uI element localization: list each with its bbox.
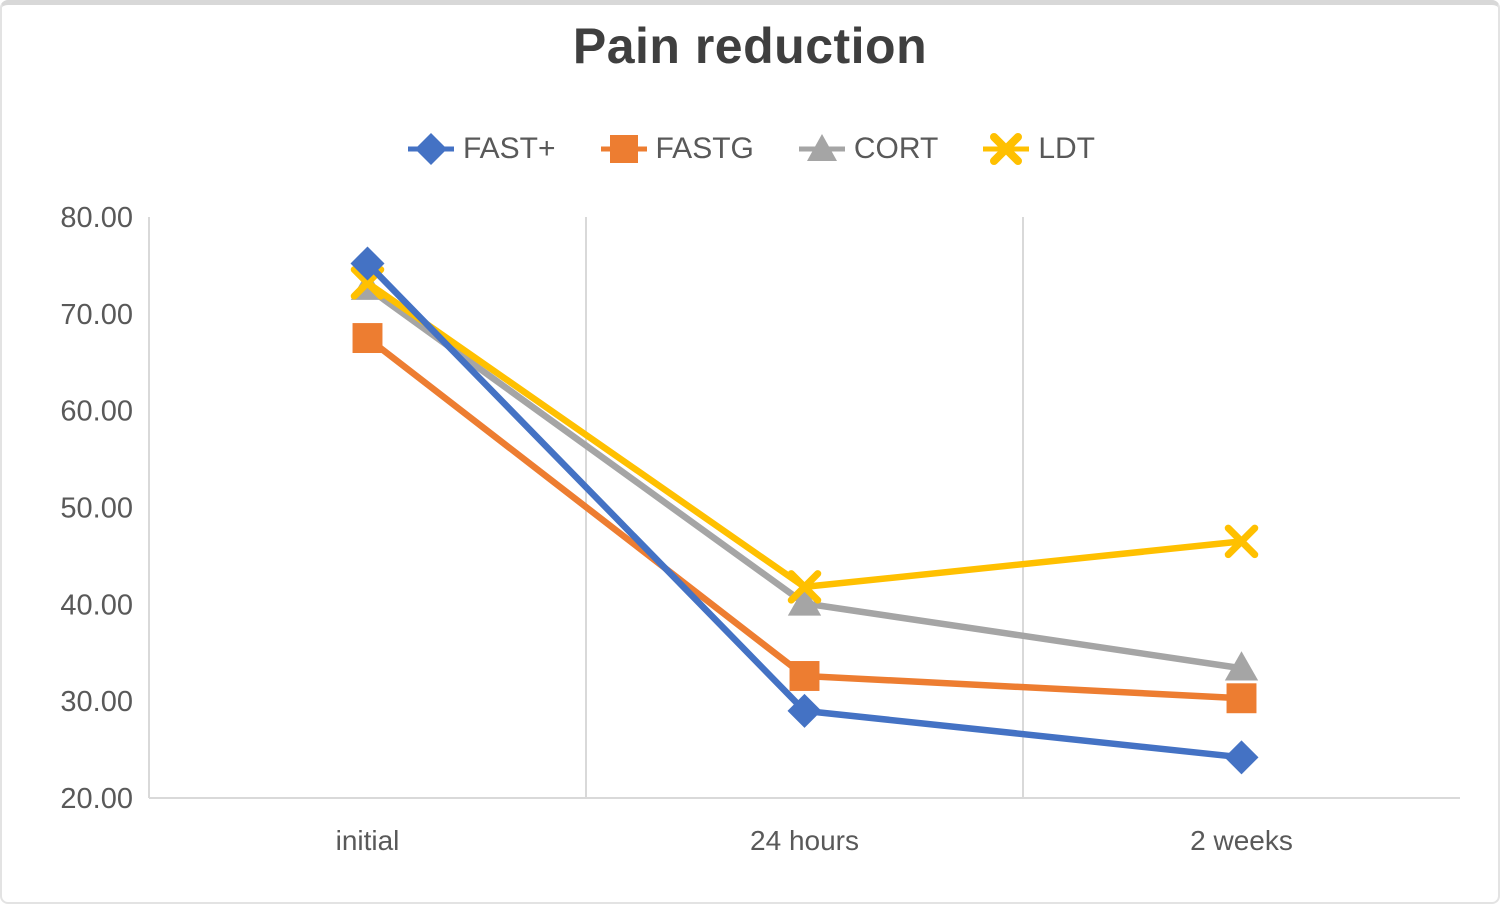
y-tick-label: 80.00 <box>60 202 133 234</box>
triangle-marker-icon <box>798 134 845 161</box>
square-marker-icon <box>600 135 647 163</box>
y-tick-label: 30.00 <box>60 686 133 718</box>
legend: FAST+ FASTG CORT LDT <box>2 129 1498 169</box>
series-marker-ldt <box>1224 524 1259 559</box>
legend-label: LDT <box>1038 132 1096 165</box>
series-marker-cort <box>1224 651 1259 681</box>
diamond-marker-icon <box>407 133 454 165</box>
legend-item-fast-plus: FAST+ <box>405 129 556 169</box>
series-marker-fastg <box>1226 683 1257 714</box>
series-line-fastg <box>364 334 1245 702</box>
legend-item-fastg: FASTG <box>598 129 754 169</box>
x-category-label: 2 weeks <box>1190 825 1293 856</box>
series-marker-fastg <box>352 323 383 354</box>
legend-item-cort: CORT <box>796 129 938 169</box>
x-category-label: 24 hours <box>750 825 859 856</box>
legend-item-ldt: LDT <box>980 129 1095 169</box>
y-tick-label: 50.00 <box>60 493 133 525</box>
series-line-ldt <box>364 279 1245 591</box>
y-tick-label: 40.00 <box>60 589 133 621</box>
legend-label: FAST+ <box>462 132 556 165</box>
series-marker-cort <box>787 586 822 616</box>
legend-label: CORT <box>853 132 939 165</box>
legend-label: FASTG <box>655 132 754 165</box>
series-marker-fast-plus <box>787 693 822 728</box>
chart-title: Pain reduction <box>572 18 928 74</box>
plot-area: 20.00 30.00 40.00 50.00 60.00 70.00 80.00 initi… <box>60 202 1460 856</box>
series-marker-fast-plus <box>350 246 385 281</box>
x-category-label: initial <box>336 825 400 856</box>
series-marker-fast-plus <box>1224 740 1259 775</box>
series-marker-fastg <box>789 661 820 691</box>
x-marker-icon <box>983 133 1030 165</box>
y-tick-label: 70.00 <box>60 299 133 331</box>
y-tick-label: 20.00 <box>60 783 133 815</box>
series-marker-ldt <box>787 570 822 604</box>
y-tick-label: 60.00 <box>60 396 133 428</box>
